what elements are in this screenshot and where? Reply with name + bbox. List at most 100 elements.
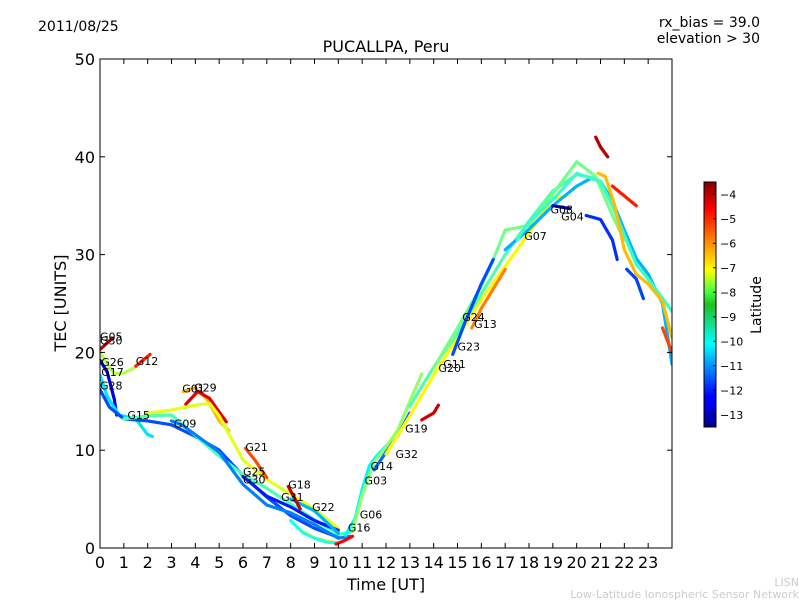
footer-network: Low-Latitude Ionospheric Sensor Network: [570, 588, 799, 600]
x-tick-label: 12: [376, 553, 396, 572]
sat-label: G21: [245, 441, 268, 454]
series-g19: [420, 403, 440, 422]
sat-label: G01: [182, 382, 205, 395]
series-g06: [289, 519, 340, 545]
series-layer: [100, 135, 672, 546]
series-g04: [146, 401, 340, 530]
sat-label: G14: [371, 460, 394, 473]
sat-label: G15: [127, 409, 150, 422]
series-g13: [470, 267, 507, 330]
colorbar-tick-label: −4: [720, 188, 736, 201]
series-g12: [134, 352, 152, 368]
x-tick-label: 19: [543, 553, 563, 572]
x-tick-label: 16: [471, 553, 491, 572]
x-tick-label: 9: [309, 553, 319, 572]
colorbar-tick-label: −9: [720, 311, 736, 324]
x-tick-label: 22: [614, 553, 634, 572]
date-label: 2011/08/25: [38, 19, 119, 35]
sat-label: G28: [100, 380, 123, 393]
colorbar-tick-label: −10: [720, 335, 743, 348]
x-tick-label: 11: [352, 553, 372, 572]
sat-label: G03: [365, 474, 388, 487]
series-g14: [351, 372, 424, 533]
x-tick-label: 4: [190, 553, 200, 572]
colorbar-tick-label: −7: [720, 262, 736, 275]
series-g25: [241, 475, 340, 532]
sat-label: G16: [348, 521, 371, 534]
y-tick-label: 30: [75, 246, 95, 265]
sat-label: G17: [101, 366, 124, 379]
sat-label: G23: [458, 340, 481, 353]
footer-lisn: LISN: [774, 576, 799, 589]
colorbar-tick-label: −8: [720, 286, 736, 299]
elevation-label: elevation > 30: [657, 31, 760, 47]
colorbar-tick-label: −12: [720, 384, 743, 397]
x-tick-label: 6: [238, 553, 248, 572]
sat-label: G22: [312, 501, 335, 514]
series-g01b: [596, 171, 672, 340]
sat-label: G12: [136, 355, 159, 368]
colorbar-tick-label: −6: [720, 237, 736, 250]
x-tick-label: 2: [143, 553, 153, 572]
series-g28b: [610, 184, 638, 208]
x-tick-label: 0: [95, 553, 105, 572]
y-axis-label: TEC [UNITS]: [51, 255, 70, 353]
y-tick-label: 10: [75, 441, 95, 460]
x-tick-label: 10: [328, 553, 348, 572]
sat-label: G13: [474, 318, 497, 331]
sat-label: G30: [243, 473, 266, 486]
colorbar-ticks: −13 −12 −11 −10 −9 −8 −7 −6 −5 −4: [713, 188, 743, 422]
x-tick-label: 20: [566, 553, 586, 572]
colorbar-label: Latitude: [749, 276, 765, 334]
colorbar-tick-label: −13: [720, 409, 743, 422]
series-g08: [515, 171, 672, 313]
sat-label: G24: [462, 311, 485, 324]
x-tick-label: 5: [214, 553, 224, 572]
x-tick-label: 21: [590, 553, 610, 572]
sat-label: G11: [443, 358, 466, 371]
colorbar-tick-label: −5: [720, 213, 736, 226]
x-tick-label: 8: [286, 553, 296, 572]
y-tick-label: 40: [75, 148, 95, 167]
plot-area: [100, 59, 672, 548]
x-tick-label: 14: [423, 553, 443, 572]
sat-label: G32: [396, 448, 419, 461]
sat-label: G20: [438, 362, 461, 375]
sat-label: G30: [100, 335, 123, 348]
sat-label: G31: [281, 491, 304, 504]
sat-label: G19: [405, 423, 428, 436]
x-tick-label: 18: [519, 553, 539, 572]
x-axis-ticks: 0 1 2 3 4 5 6 7 8 9 10 11 12 13 14 15 16 17 18 19 20 21 22 23: [95, 59, 658, 572]
series-g04b: [551, 204, 572, 211]
sat-label: G26: [101, 356, 124, 369]
sat-label: G04: [561, 210, 584, 223]
y-tick-label: 20: [75, 343, 95, 362]
x-tick-label: 13: [400, 553, 420, 572]
sat-label: G07: [524, 230, 547, 243]
sat-label: G05: [100, 331, 123, 344]
y-tick-label: 0: [85, 539, 95, 558]
series-g01: [184, 389, 228, 424]
y-tick-label: 50: [75, 50, 95, 69]
y-axis-ticks: 0 10 20 30 40 50: [75, 50, 672, 558]
chart-title: PUCALLPA, Peru: [323, 37, 450, 56]
sat-label: G25: [243, 466, 266, 479]
x-tick-label: 7: [262, 553, 272, 572]
series-g05: [100, 337, 114, 352]
series-g20: [384, 194, 569, 456]
rx-bias-label: rx_bias = 39.0: [659, 15, 760, 31]
x-axis-label: Time [UT]: [346, 575, 425, 594]
colorbar-tick-label: −11: [720, 360, 743, 373]
series-g02: [625, 267, 645, 301]
series-g21: [243, 446, 269, 480]
sat-label: G06: [360, 509, 383, 522]
series-g10: [584, 213, 619, 262]
sat-label: G18: [288, 478, 311, 491]
series-g24: [451, 257, 495, 356]
series-g26: [100, 350, 138, 376]
x-tick-label: 15: [447, 553, 467, 572]
sat-label: G09: [174, 418, 197, 431]
x-tick-label: 17: [495, 553, 515, 572]
x-tick-label: 23: [638, 553, 658, 572]
